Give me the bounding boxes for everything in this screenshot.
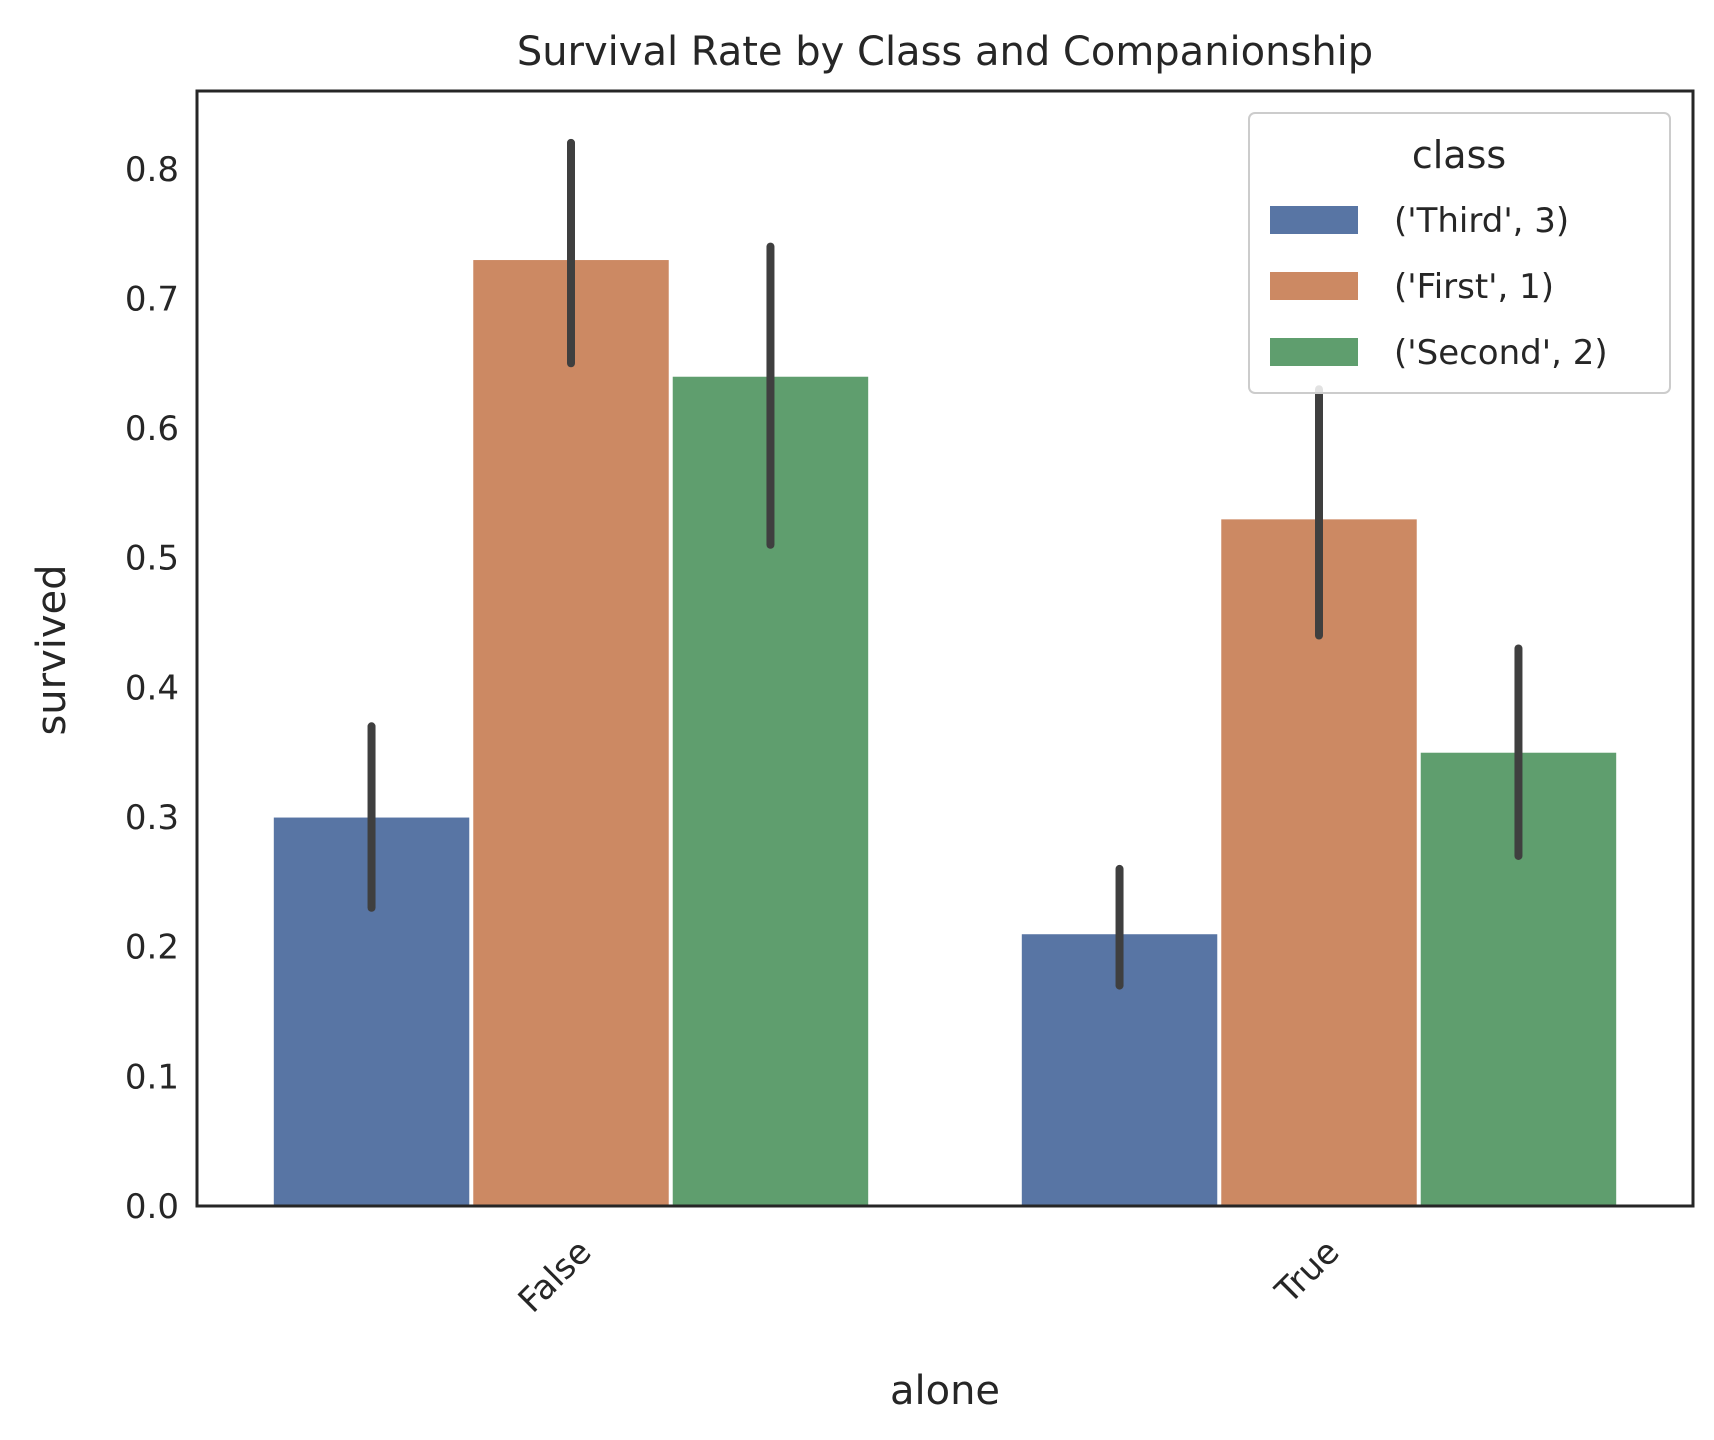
error-bars-layer	[367, 138, 1523, 990]
legend-items: ('Third', 3) ('First', 1) ('Second', 2)	[1270, 201, 1608, 373]
y-tick-label: 0.8	[125, 150, 179, 190]
legend-label: ('Third', 3)	[1394, 201, 1569, 241]
y-tick-label: 0.0	[125, 1187, 179, 1227]
legend-label: ('Second', 2)	[1394, 333, 1608, 373]
y-tick-label: 0.5	[125, 539, 179, 579]
legend-title: class	[1412, 133, 1506, 177]
y-tick-label: 0.3	[125, 798, 179, 838]
legend-swatch	[1270, 272, 1358, 300]
bars-layer	[272, 259, 1618, 1207]
legend-swatch	[1270, 206, 1358, 234]
legend: class ('Third', 3) ('First', 1) ('Second',…	[1248, 112, 1671, 394]
plot-frame	[195, 89, 1695, 1208]
y-tick-label: 0.7	[125, 279, 179, 319]
x-tick-label: True	[1267, 1232, 1347, 1312]
chart-title: Survival Rate by Class and Companionship	[517, 29, 1373, 75]
x-axis-ticks: False True	[511, 1232, 1348, 1321]
y-tick-label: 0.6	[125, 409, 179, 449]
bar-0-1	[472, 259, 670, 1207]
legend-label: ('First', 1)	[1394, 267, 1554, 307]
y-tick-label: 0.2	[125, 928, 179, 968]
y-tick-label: 0.1	[125, 1057, 179, 1097]
y-axis-label: survived	[29, 564, 75, 735]
x-axis-label: alone	[890, 1368, 1000, 1414]
y-axis-ticks: 0.0 0.1 0.2 0.3 0.4 0.5 0.6 0.7 0.8	[125, 150, 179, 1227]
y-tick-label: 0.4	[125, 668, 179, 708]
x-tick-label: False	[511, 1232, 600, 1321]
legend-swatch	[1270, 338, 1358, 366]
legend-frame	[1248, 112, 1671, 394]
